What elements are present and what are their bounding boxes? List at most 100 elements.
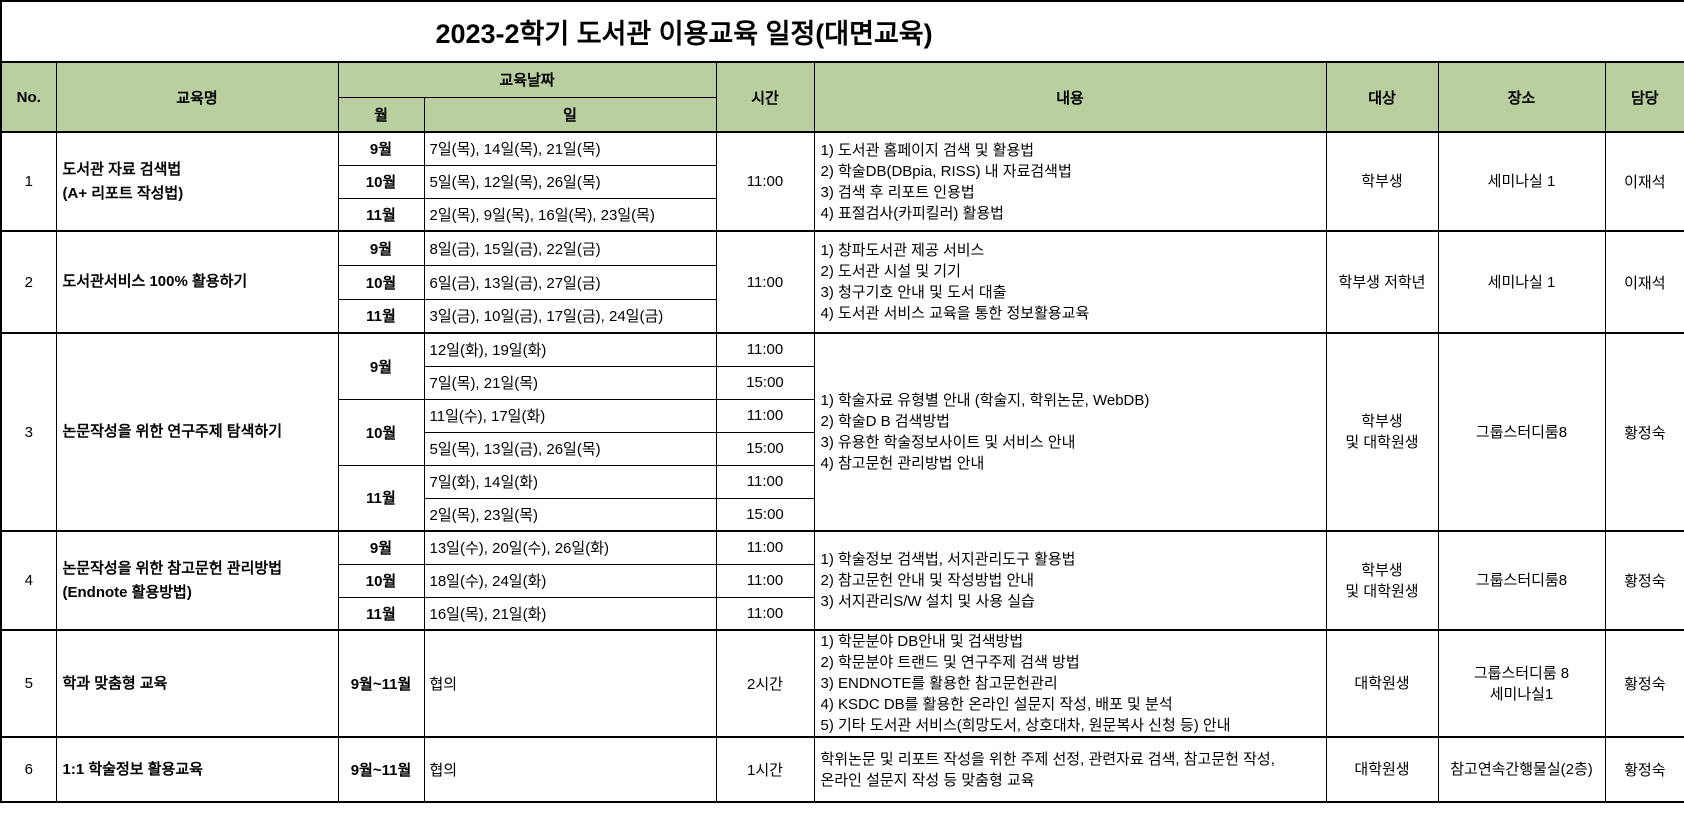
content-cell-line: 2) 학술D B 검색방법: [820, 413, 950, 430]
days-cell: 5일(목), 12일(목), 26일(목): [423, 164, 717, 199]
days-cell: 8일(금), 15일(금), 22일(금): [423, 230, 717, 266]
month-cell: 10월: [337, 563, 425, 598]
course-name-cell-line: 도서관 자료 검색법: [62, 160, 182, 178]
month-cell: 9월: [337, 530, 425, 565]
manager-cell: 황정숙: [1604, 530, 1684, 631]
schedule-subrow: 7일(목), 21일(목) 15:00: [1, 365, 1684, 400]
content-cell-line: 1) 학문분야 DB안내 및 검색방법: [820, 633, 1024, 650]
month-cell: 10월: [337, 164, 425, 199]
month-cell: 11월: [337, 298, 425, 334]
target-cell: 학부생 저학년: [1325, 230, 1439, 334]
content-cell-line: 3) 유용한 학술정보사이트 및 서비스 안내: [820, 434, 1076, 451]
no-cell: 6: [0, 736, 57, 803]
schedule-subrow: 11월 7일(화), 14일(화) 11:00: [1, 464, 1684, 532]
content-cell-line: 2) 도서관 시설 및 기기: [820, 263, 961, 280]
month-cell: 9월: [337, 131, 425, 166]
target-cell-line: 대학원생: [1354, 761, 1410, 778]
content-cell: 학위논문 및 리포트 작성을 위한 주제 선정, 관련자료 검색, 참고문헌 작…: [813, 736, 1327, 803]
schedule-subrow: 11월 2일(목), 9일(목), 16일(목), 23일(목): [1, 197, 1684, 232]
place-cell: 그룹스터디룸 8 세미나실1: [1437, 629, 1606, 738]
content-cell-line: 1) 학술자료 유형별 안내 (학술지, 학위논문, WebDB): [820, 392, 1150, 409]
days-cell: 2일(목), 23일(목): [423, 497, 717, 532]
days-cell: 11일(수), 17일(화): [423, 398, 717, 433]
target-cell-line: 학부생 저학년: [1338, 273, 1426, 291]
days-cell: 2일(목), 9일(목), 16일(목), 23일(목): [423, 197, 717, 232]
content-cell-line: 1) 학술정보 검색법, 서지관리도구 활용법: [820, 551, 1076, 568]
schedule-subrow: 10월 6일(금), 13일(금), 27일(금): [1, 264, 1684, 300]
place-cell-line: 그룹스터디룸8: [1475, 572, 1568, 589]
course-name-cell: 1:1 학술정보 활용교육: [55, 736, 339, 803]
course-name-cell-line: 논문작성을 위한 참고문헌 관리방법: [62, 559, 283, 577]
course-name-cell-line: 도서관서비스 100% 활용하기: [62, 273, 248, 290]
schedule-subrow: 5일(목), 13일(금), 26일(목) 15:00: [1, 431, 1684, 466]
days-cell: 12일(화), 19일(화): [423, 332, 717, 367]
col-header-month: 월: [337, 96, 425, 133]
place-cell-line: 세미나실 1: [1487, 173, 1556, 190]
target-cell-line: 학부생: [1361, 173, 1403, 190]
content-cell-line: 5) 기타 도서관 서비스(희망도서, 상호대차, 원문복사 신청 등) 안내: [820, 717, 1231, 734]
course-name-cell: 논문작성을 위한 연구주제 탐색하기: [55, 332, 339, 532]
content-cell-line: 2) 학문분야 트랜드 및 연구주제 검색 방법: [820, 654, 1080, 671]
schedule-subrow: 6 1:1 학술정보 활용교육 9월~11월 협의 1시간 학위논문 및 리포트 작성을 …: [0, 736, 1684, 803]
course-name-cell-line: 학과 맞춤형 교육: [62, 674, 168, 692]
course-name-cell: 논문작성을 위한 참고문헌 관리방법 (Endnote 활용방법): [55, 530, 339, 631]
schedule-subrow: 10월 11일(수), 17일(화) 11:00: [1, 398, 1684, 466]
content-cell-line: 4) 참고문헌 관리방법 안내: [820, 455, 985, 472]
content-cell-line: 2) 학술DB(DBpia, RISS) 내 자료검색법: [820, 162, 1072, 180]
place-cell-line: 그룹스터디룸 8: [1473, 664, 1570, 682]
no-cell: 5: [0, 629, 57, 738]
place-cell: 참고연속간행물실(2층): [1437, 736, 1606, 803]
no-cell: 1: [0, 131, 57, 232]
target-cell: 학부생 및 대학원생: [1325, 530, 1439, 631]
month-cell: 9월: [337, 332, 425, 400]
content-cell-line: 1) 도서관 홈페이지 검색 및 활용법: [820, 141, 1035, 159]
target-cell: 학부생: [1325, 131, 1439, 232]
course-name-cell-line: (A+ 리포트 작성법): [62, 184, 184, 202]
time-cell: 11:00: [715, 332, 815, 367]
course-name-cell: 도서관 자료 검색법 (A+ 리포트 작성법): [55, 131, 339, 232]
target-cell-line: 학부생: [1361, 561, 1403, 579]
place-cell: 세미나실 1: [1437, 131, 1606, 232]
content-cell: 1) 학술정보 검색법, 서지관리도구 활용법 2) 참고문헌 안내 및 작성방법…: [813, 530, 1327, 631]
content-cell-line: 4) 도서관 서비스 교육을 통한 정보활용교육: [820, 305, 1090, 322]
month-cell: 10월: [337, 398, 425, 466]
place-cell-line: 참고연속간행물실(2층): [1450, 761, 1593, 778]
month-cell: 9월: [337, 230, 425, 266]
content-cell-line: 4) KSDC DB를 활용한 온라인 설문지 작성, 배포 및 분석: [820, 696, 1173, 713]
course-name-cell-line: 논문작성을 위한 연구주제 탐색하기: [62, 423, 283, 440]
manager-cell: 이재석: [1604, 131, 1684, 232]
content-cell-line: 3) 서지관리S/W 설치 및 사용 실습: [820, 593, 1035, 610]
schedule-subrow: 10월 5일(목), 12일(목), 26일(목): [1, 164, 1684, 199]
time-cell: 11:00: [715, 464, 815, 499]
manager-cell: 이재석: [1604, 230, 1684, 334]
days-cell: 16일(목), 21일(화): [423, 596, 717, 631]
time-cell: 1시간: [715, 736, 815, 803]
schedule-subrow: 11월 3일(금), 10일(금), 17일(금), 24일(금): [1, 298, 1684, 334]
target-cell-line: 및 대학원생: [1345, 434, 1419, 451]
manager-cell: 황정숙: [1604, 332, 1684, 532]
days-cell: 7일(화), 14일(화): [423, 464, 717, 499]
title-row: 2023-2학기 도서관 이용교육 일정(대면교육): [1, 1, 1684, 63]
time-cell: 2시간: [715, 629, 815, 738]
place-cell-line: 세미나실 1: [1487, 273, 1556, 291]
schedule-subrow: 4 논문작성을 위한 참고문헌 관리방법 (Endnote 활용방법) 9월 13일(수…: [0, 530, 1684, 631]
schedule-subrow: 3 논문작성을 위한 연구주제 탐색하기 9월 12일(화), 19일(화) 11:00…: [0, 332, 1684, 532]
time-cell: 15:00: [715, 497, 815, 532]
days-cell: 13일(수), 20일(수), 26일(화): [423, 530, 717, 565]
month-cell: 9월~11월: [337, 629, 425, 738]
days-cell: 18일(수), 24일(화): [423, 563, 717, 598]
target-cell: 대학원생: [1325, 629, 1439, 738]
place-cell-line: 그룹스터디룸8: [1475, 423, 1568, 441]
days-cell: 6일(금), 13일(금), 27일(금): [423, 264, 717, 300]
time-cell: 15:00: [715, 365, 815, 400]
page-title: 2023-2학기 도서관 이용교육 일정(대면교육): [1, 1, 1684, 63]
place-cell: 세미나실 1: [1437, 230, 1606, 334]
target-cell-line: 대학원생: [1354, 675, 1410, 692]
time-cell: 11:00: [715, 230, 815, 334]
col-header-place: 장소: [1437, 61, 1606, 133]
schedule-subrow: 2 도서관서비스 100% 활용하기 9월 8일(금), 15일(금), 22일(금)…: [0, 230, 1684, 334]
target-cell-line: 학부생: [1361, 413, 1403, 430]
no-cell: 2: [0, 230, 57, 334]
